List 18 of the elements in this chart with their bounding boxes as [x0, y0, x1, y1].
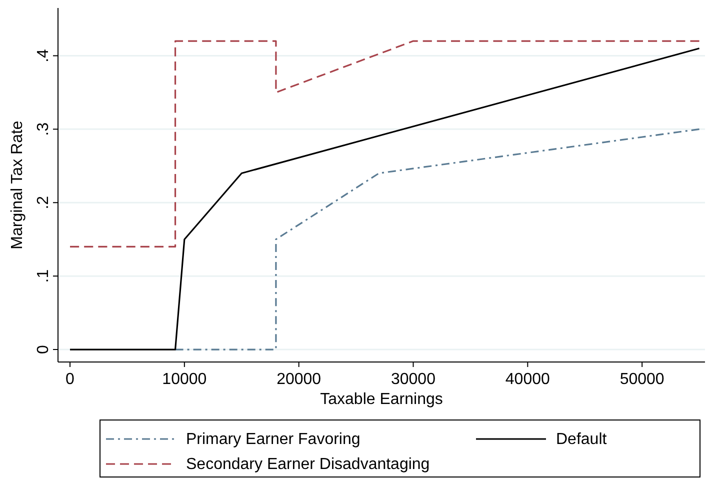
x-tick-label: 10000 [162, 371, 207, 388]
x-tick-label: 0 [66, 371, 75, 388]
y-tick-label: .4 [35, 48, 52, 62]
legend-label: Default [556, 431, 608, 448]
line-series [174, 128, 700, 350]
legend-label: Secondary Earner Disadvantaging [186, 456, 430, 473]
x-tick-label: 40000 [505, 371, 550, 388]
x-tick-label: 20000 [276, 371, 322, 388]
y-axis-title: Marginal Tax Rate [9, 120, 26, 250]
x-tick-label: 50000 [620, 371, 664, 388]
x-axis-title: Taxable Earnings [320, 391, 443, 408]
y-tick-label: .1 [35, 269, 52, 283]
y-tick-label: .2 [35, 196, 52, 210]
y-tick-label: 0 [35, 344, 52, 354]
legend-label: Primary Earner Favoring [186, 431, 360, 448]
y-tick-label: .3 [35, 122, 52, 136]
x-tick-label: 30000 [391, 371, 436, 388]
line-series [69, 48, 700, 350]
